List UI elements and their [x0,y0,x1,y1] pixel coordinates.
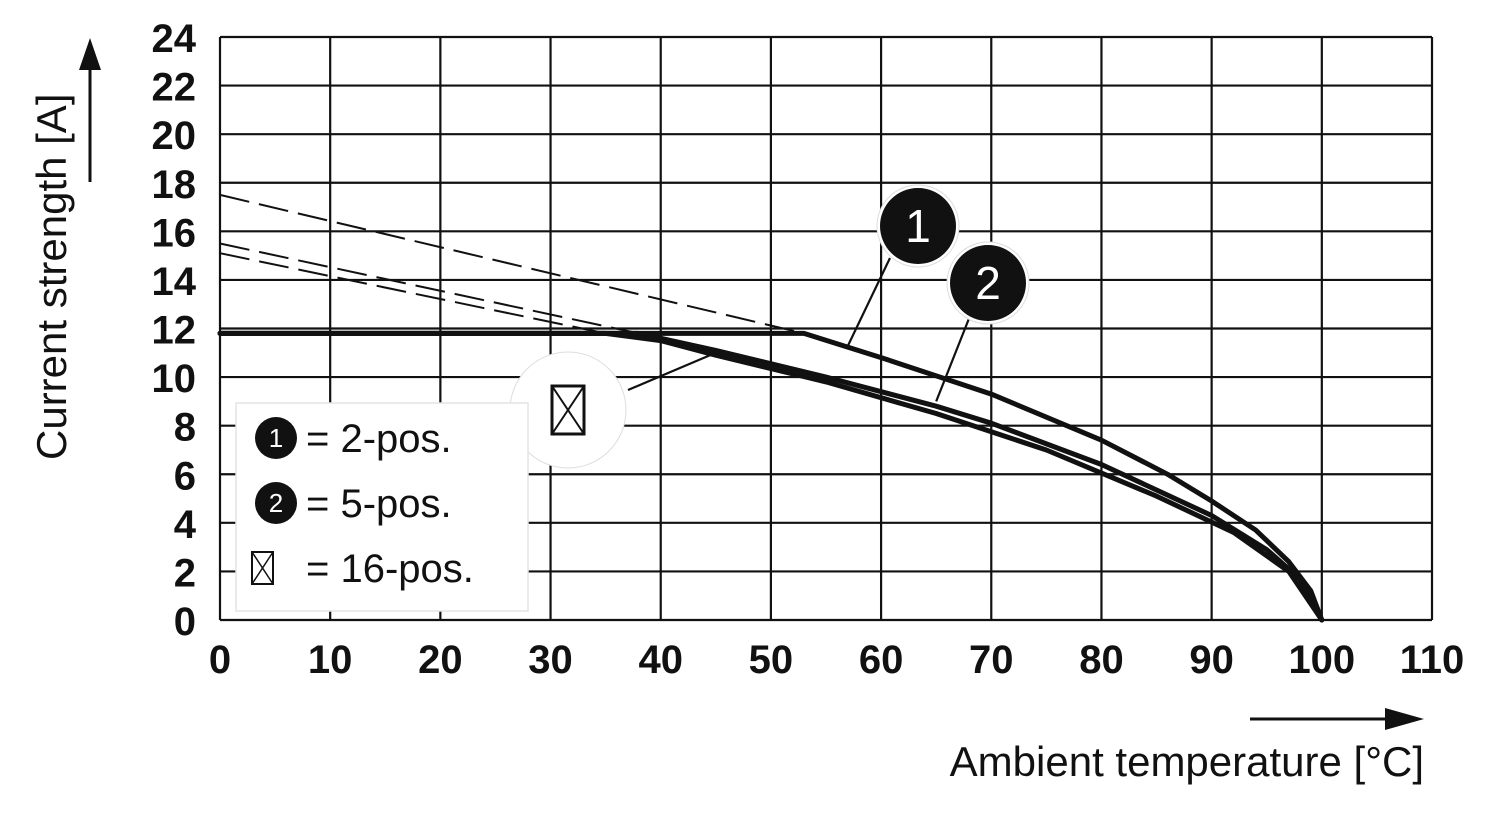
series-lines [217,330,1325,623]
x-tick-label: 30 [528,638,573,682]
y-tick-label: 10 [152,357,197,401]
series-line-16-pos [217,330,1325,623]
x-tick-label: 10 [308,638,353,682]
callout-marker-2 [950,245,1026,321]
y-tick-label: 12 [152,309,197,353]
legend-marker-2 [255,482,297,524]
legend-marker-1 [255,417,297,459]
y-tick-label: 2 [174,551,196,595]
y-tick-label: 24 [152,17,197,61]
y-tick-label: 22 [152,66,197,110]
legend: 1 = 2-pos. 2 = 5-pos. = 16-pos. [235,402,529,612]
legend-entry-text: = 16-pos. [306,547,474,591]
y-tick-label: 18 [152,163,197,207]
callout-box-cross [551,385,585,435]
callout-marker-number: 2 [975,257,1001,309]
x-tick-label: 100 [1288,638,1355,682]
y-tick-label: 8 [174,406,196,450]
callout-marker-number: 1 [905,200,931,252]
extrapolation-lines [219,193,805,335]
callout-marker-1 [880,188,956,264]
tick-labels: 0 10 20 30 40 50 60 70 80 90 100 110024681012141618… [152,17,1465,682]
y-tick-label: 6 [174,454,196,498]
legend-marker-number: 2 [269,488,283,518]
callout-leader-line [935,315,972,402]
series-callouts: 12 [509,184,1030,469]
x-tick-label: 60 [859,638,904,682]
x-tick-label: 0 [209,638,231,682]
y-tick-label: 4 [174,503,197,547]
x-tick-label: 110 [1400,638,1465,682]
dashed-extrapolation-line [219,242,639,335]
x-tick-label: 70 [969,638,1014,682]
x-tick-label: 40 [638,638,683,682]
y-tick-label: 14 [152,260,197,304]
callout-leader-line [847,257,891,346]
callout-leader-line [627,351,717,392]
legend-marker-number: 1 [269,423,283,453]
legend-entry-text: = 5-pos. [306,482,452,526]
y-axis-label: Current strength [A] [28,94,75,461]
x-tick-label: 90 [1189,638,1234,682]
y-axis-title-group: Current strength [A] [28,38,101,460]
y-tick-label: 20 [152,114,197,158]
x-tick-label: 50 [749,638,794,682]
x-axis-arrow-head [1385,708,1424,730]
dashed-extrapolation-line [219,193,805,335]
dashed-extrapolation-line [219,252,606,335]
y-axis-arrow-head [79,38,101,70]
x-tick-label: 80 [1079,638,1124,682]
series-line-5-pos [217,330,1325,623]
x-axis-label: Ambient temperature [°C] [950,738,1424,785]
legend-entry-text: = 2-pos. [306,417,452,461]
y-tick-label: 0 [174,600,196,644]
series-line-2-pos [217,330,1325,623]
x-axis-title-group: Ambient temperature [°C] [950,708,1424,785]
y-tick-label: 16 [152,211,197,255]
x-tick-label: 20 [418,638,463,682]
legend-box-cross [251,551,274,585]
